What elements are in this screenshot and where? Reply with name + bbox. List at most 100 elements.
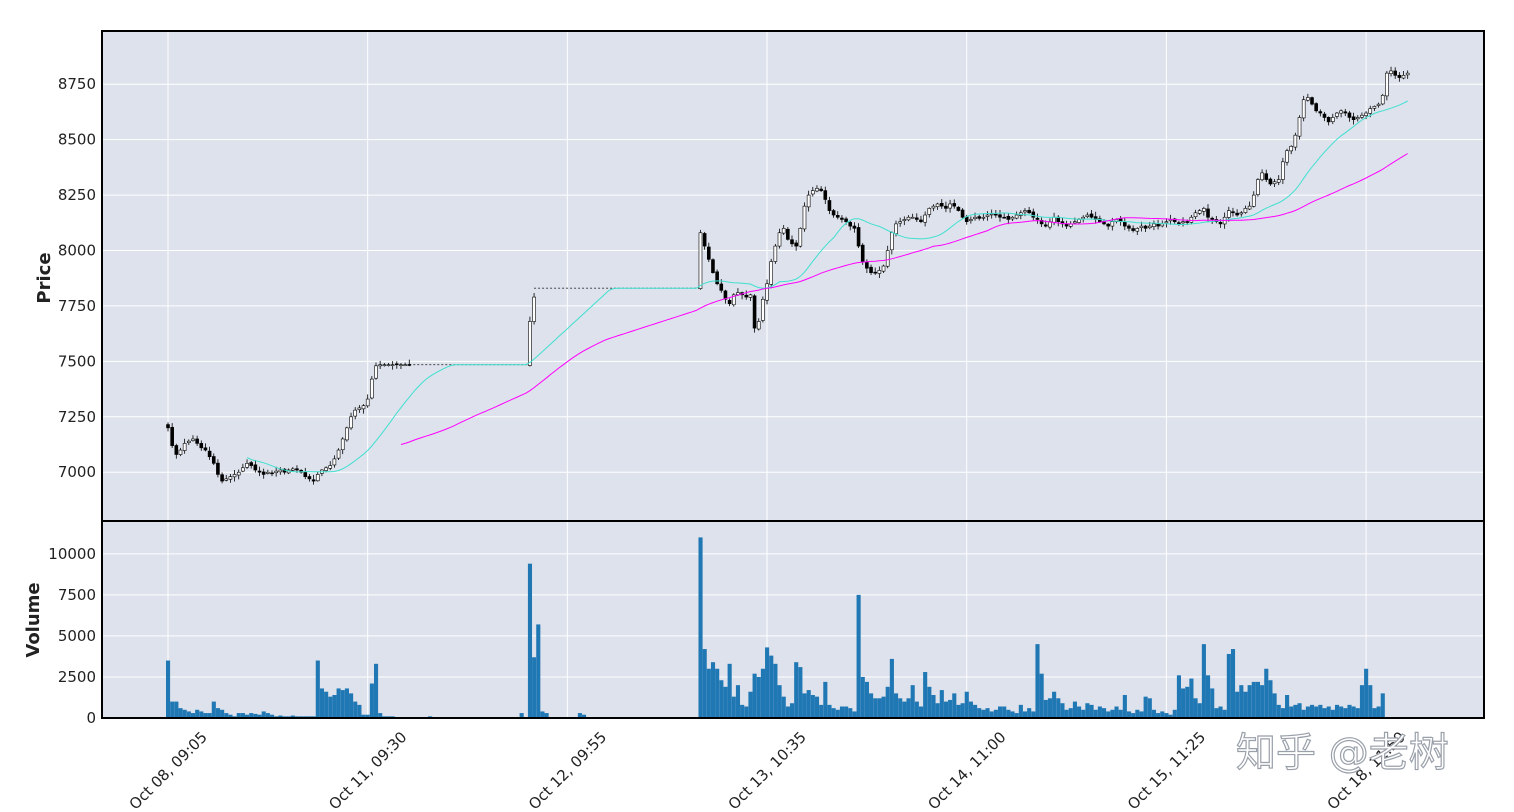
candle-body (890, 232, 894, 251)
candle-body (245, 463, 249, 468)
volume-bar (1185, 686, 1190, 718)
volume-bar (340, 690, 345, 718)
candle-body (1206, 208, 1210, 218)
candle-body (1401, 75, 1406, 79)
volume-bar (178, 708, 183, 718)
volume-bar (374, 663, 379, 718)
candle-body (831, 210, 836, 216)
candle-body (390, 364, 395, 366)
candle-body (224, 478, 229, 481)
volume-axis-label: Volume (23, 582, 44, 657)
volume-bar (935, 703, 940, 718)
candle-body (253, 464, 258, 471)
price-tick-label: 7500 (58, 352, 96, 370)
volume-bar (802, 693, 807, 718)
volume-bar (852, 711, 857, 718)
candle-body (719, 283, 724, 291)
candle-body (794, 242, 798, 247)
volume-bar (977, 708, 982, 718)
volume-bar (207, 713, 212, 718)
volume-tick-label: 10000 (48, 545, 96, 563)
volume-bar (540, 711, 545, 718)
candle-body (336, 449, 341, 459)
volume-bar (1106, 711, 1111, 718)
candle-body (1285, 150, 1289, 163)
candle-body (1172, 218, 1177, 222)
candle-body (819, 188, 823, 191)
candle-body (702, 233, 707, 247)
volume-bar (257, 714, 262, 718)
candle-body (802, 205, 807, 230)
candle-body (236, 471, 241, 476)
volume-bar (814, 696, 820, 718)
candle-body (295, 468, 299, 471)
volume-bar (1276, 704, 1281, 718)
volume-bar (973, 704, 978, 718)
candle-body (894, 223, 898, 234)
candle-body (178, 449, 183, 455)
candle-body (1343, 111, 1348, 114)
price-tick-label: 8750 (58, 75, 96, 93)
volume-bar (199, 711, 204, 718)
candle-body (1276, 179, 1281, 183)
volume-bar (1151, 709, 1157, 718)
volume-bar (1077, 706, 1082, 718)
volume-bar (361, 714, 366, 718)
candle-body (1147, 225, 1152, 229)
volume-bar (1193, 698, 1198, 718)
volume-bar (1255, 681, 1261, 718)
volume-bar (1201, 644, 1206, 718)
moving-averages (246, 100, 1408, 473)
price-tick-label: 7000 (58, 463, 96, 481)
volume-bar (1347, 704, 1352, 718)
volume-bar (1014, 713, 1019, 718)
candle-body (761, 298, 765, 321)
candle-body (960, 209, 965, 218)
volume-bar (332, 695, 337, 718)
volume-bar (927, 686, 932, 718)
candle-body (1039, 219, 1044, 225)
volume-bar (1314, 706, 1319, 718)
x-tick-label: Oct 14, 11:00 (924, 728, 1009, 812)
candle-body (944, 205, 948, 209)
candle-body (823, 190, 828, 200)
volume-bar (864, 681, 869, 718)
candle-body (1164, 221, 1169, 224)
volume-bar (1060, 703, 1065, 718)
candle-body (840, 217, 844, 220)
volume-bar (964, 691, 969, 718)
volume-bar (773, 663, 778, 718)
candle-body (869, 266, 873, 273)
volume-bar (1334, 704, 1340, 718)
candle-body (174, 445, 179, 455)
candle-body (919, 219, 923, 222)
volume-bar (1214, 708, 1219, 718)
volume-bar (1176, 675, 1181, 718)
candle-body (1335, 112, 1339, 117)
volume-bar (1143, 696, 1148, 718)
candle-body (1210, 217, 1214, 220)
volume-bar (898, 698, 903, 718)
volume-bar (290, 715, 295, 718)
candle-body (873, 271, 878, 274)
candle-body (798, 228, 803, 247)
volume-bar (835, 709, 840, 718)
volume-bar (1351, 706, 1356, 718)
candle-body (378, 364, 382, 367)
candle-body (1397, 74, 1402, 78)
candle-body (216, 462, 220, 475)
volume-bar (844, 706, 849, 718)
candle-body (357, 407, 362, 410)
volume-bar (215, 708, 221, 718)
volume-bar (1126, 711, 1132, 718)
candle-body (345, 427, 349, 441)
volume-bar (1168, 714, 1173, 718)
x-tick-label: Oct 15, 11:25 (1124, 728, 1209, 812)
price-tick-label: 8000 (58, 242, 96, 260)
candle-body (952, 203, 957, 207)
volume-bar (315, 660, 320, 718)
volume-bar (1160, 711, 1165, 718)
price-axis-label: Price (34, 252, 55, 303)
volume-bar (1330, 709, 1335, 718)
candle-body (881, 265, 886, 272)
